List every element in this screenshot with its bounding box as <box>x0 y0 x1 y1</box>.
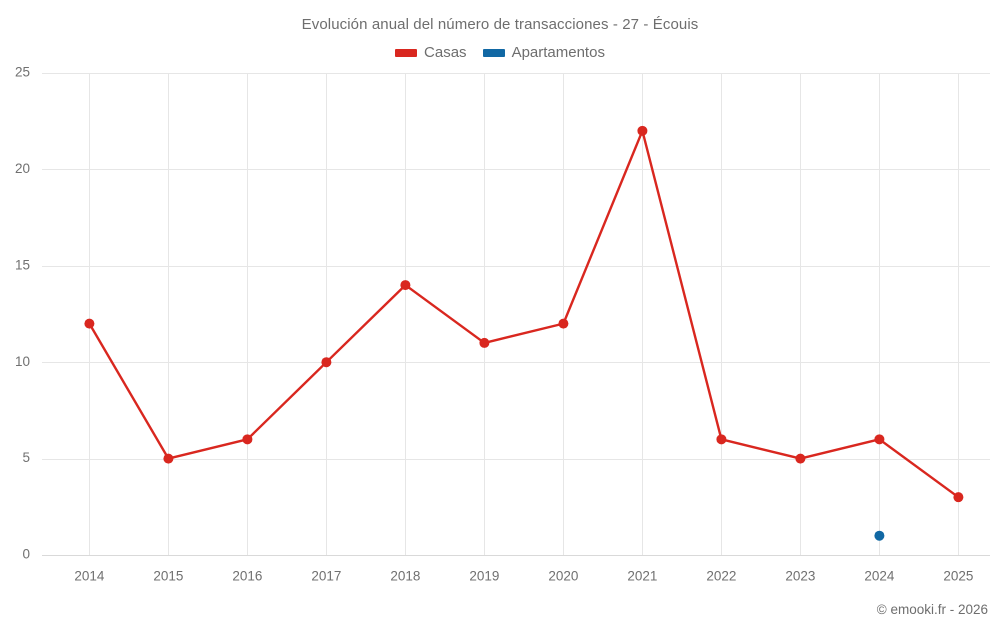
x-axis-tick-label: 2018 <box>390 569 420 584</box>
series-line-casas <box>88 129 960 499</box>
data-point[interactable] <box>400 280 411 291</box>
y-axis-tick-label: 10 <box>15 354 30 369</box>
x-axis-tick-label: 2017 <box>311 569 341 584</box>
chart-title: Evolución anual del número de transaccio… <box>301 16 699 33</box>
y-axis-tick-label: 0 <box>22 547 30 562</box>
data-point[interactable] <box>874 434 885 445</box>
footer-credit: © emooki.fr - 2026 <box>876 602 988 617</box>
legend-swatch-casas <box>395 48 418 57</box>
data-point[interactable] <box>637 125 648 136</box>
data-point[interactable] <box>558 318 569 329</box>
x-axis-tick-label: 2020 <box>548 569 578 584</box>
x-axis-tick-label: 2016 <box>232 569 262 584</box>
legend-item-apartamentos[interactable]: Apartamentos <box>482 44 605 61</box>
legend-label-apartamentos: Apartamentos <box>511 44 605 61</box>
x-axis-tick-label: 2023 <box>785 569 815 584</box>
legend-item-casas[interactable]: Casas <box>395 44 467 61</box>
data-point[interactable] <box>84 318 95 329</box>
series-path <box>88 129 960 499</box>
y-axis-ticks: 0 5 10 15 20 25 <box>15 65 30 562</box>
x-axis-ticks: 2014 2015 2016 2017 2018 2019 2020 2021 2022 2023… <box>74 569 973 584</box>
legend-swatch-apartamentos <box>482 48 505 57</box>
x-axis-tick-label: 2021 <box>627 569 657 584</box>
y-axis-tick-label: 15 <box>15 257 30 272</box>
y-axis-tick-label: 20 <box>15 161 30 176</box>
data-point[interactable] <box>953 492 964 503</box>
x-axis-tick-label: 2019 <box>469 569 499 584</box>
y-axis-tick-label: 5 <box>22 450 30 465</box>
data-point[interactable] <box>795 453 806 464</box>
y-axis-tick-label: 25 <box>15 65 30 80</box>
data-point[interactable] <box>874 530 885 541</box>
grid-layer <box>42 73 990 556</box>
legend-label-casas: Casas <box>424 44 467 61</box>
x-axis-tick-label: 2014 <box>74 569 105 584</box>
x-axis-tick-label: 2024 <box>864 569 895 584</box>
x-axis-tick-label: 2025 <box>943 569 973 584</box>
chart-legend: Casas Apartamentos <box>0 44 1000 61</box>
data-point[interactable] <box>321 357 332 368</box>
data-point[interactable] <box>479 337 490 348</box>
data-point[interactable] <box>163 453 174 464</box>
x-axis-tick-label: 2015 <box>153 569 183 584</box>
data-point[interactable] <box>242 434 253 445</box>
data-point[interactable] <box>716 434 727 445</box>
series-layer <box>84 125 964 541</box>
x-axis-tick-label: 2022 <box>706 569 736 584</box>
